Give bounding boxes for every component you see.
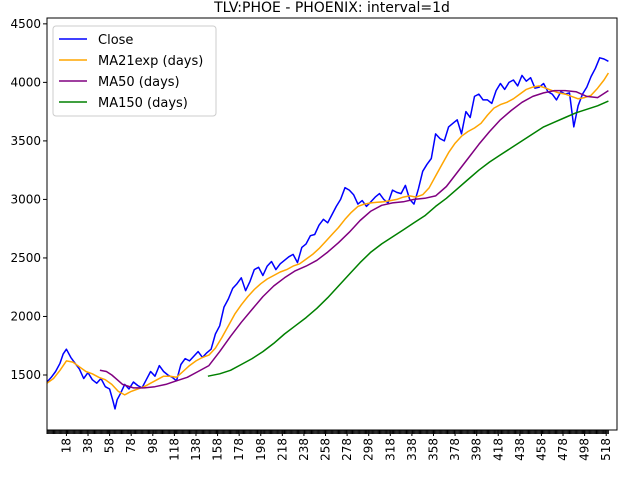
legend-label-2: MA50 (days) <box>98 75 180 90</box>
legend-label-3: MA150 (days) <box>98 96 188 111</box>
y-tick-label-3: 3000 <box>10 192 41 206</box>
x-tick-label-4: 98 <box>146 438 160 453</box>
x-tick-label-11: 238 <box>297 438 311 461</box>
legend-label-1: MA21exp (days) <box>98 54 203 69</box>
x-tick-label-6: 138 <box>189 438 203 461</box>
x-tick-label-0: 18 <box>59 438 73 453</box>
x-tick-label-1: 38 <box>81 438 95 453</box>
series-line-0 <box>46 57 609 410</box>
x-tick-label-8: 178 <box>232 438 246 461</box>
x-tick-label-14: 298 <box>362 438 376 461</box>
y-tick-label-4: 3500 <box>10 134 41 148</box>
x-tick-label-23: 478 <box>556 438 570 461</box>
legend: Close MA21exp (days) MA50 (days) MA150 (day… <box>52 25 217 117</box>
x-tick-label-9: 198 <box>254 438 268 461</box>
legend-box <box>52 25 217 117</box>
y-tick-label-2: 2500 <box>10 251 41 265</box>
series-line-2 <box>99 89 609 389</box>
x-tick-label-5: 118 <box>167 438 181 461</box>
x-tick-label-10: 218 <box>275 438 289 461</box>
legend-label-0: Close <box>98 33 133 48</box>
x-tick-label-19: 398 <box>470 438 484 461</box>
x-tick-label-3: 78 <box>124 438 138 453</box>
y-tick-label-0: 1500 <box>10 368 41 382</box>
y-axis: 1500 2000 2500 3000 3500 4000 4500 <box>10 17 47 382</box>
x-tick-label-24: 498 <box>578 438 592 461</box>
series-layer <box>46 57 610 410</box>
x-tick-label-13: 278 <box>340 438 354 461</box>
series-line-3 <box>207 100 609 377</box>
x-tick-label-16: 338 <box>405 438 419 461</box>
chart-title: TLV:PHOE - PHOENIX: interval=1d <box>213 0 450 16</box>
x-tick-label-21: 438 <box>513 438 527 461</box>
x-tick-label-12: 258 <box>319 438 333 461</box>
x-tick-label-2: 58 <box>103 438 117 453</box>
x-tick-label-22: 458 <box>534 438 548 461</box>
x-tick-label-25: 518 <box>599 438 613 461</box>
x-tick-label-18: 378 <box>448 438 462 461</box>
y-tick-label-6: 4500 <box>10 17 41 31</box>
x-tick-label-17: 358 <box>426 438 440 461</box>
y-tick-label-5: 4000 <box>10 75 41 89</box>
x-tick-label-7: 158 <box>211 438 225 461</box>
x-axis: 18 38 58 78 98 118 138 158 178 198 218 238 258 278 298… <box>46 430 613 461</box>
x-tick-label-15: 318 <box>383 438 397 461</box>
y-tick-label-1: 2000 <box>10 309 41 323</box>
x-tick-label-20: 418 <box>491 438 505 461</box>
plot-frame <box>46 17 618 431</box>
